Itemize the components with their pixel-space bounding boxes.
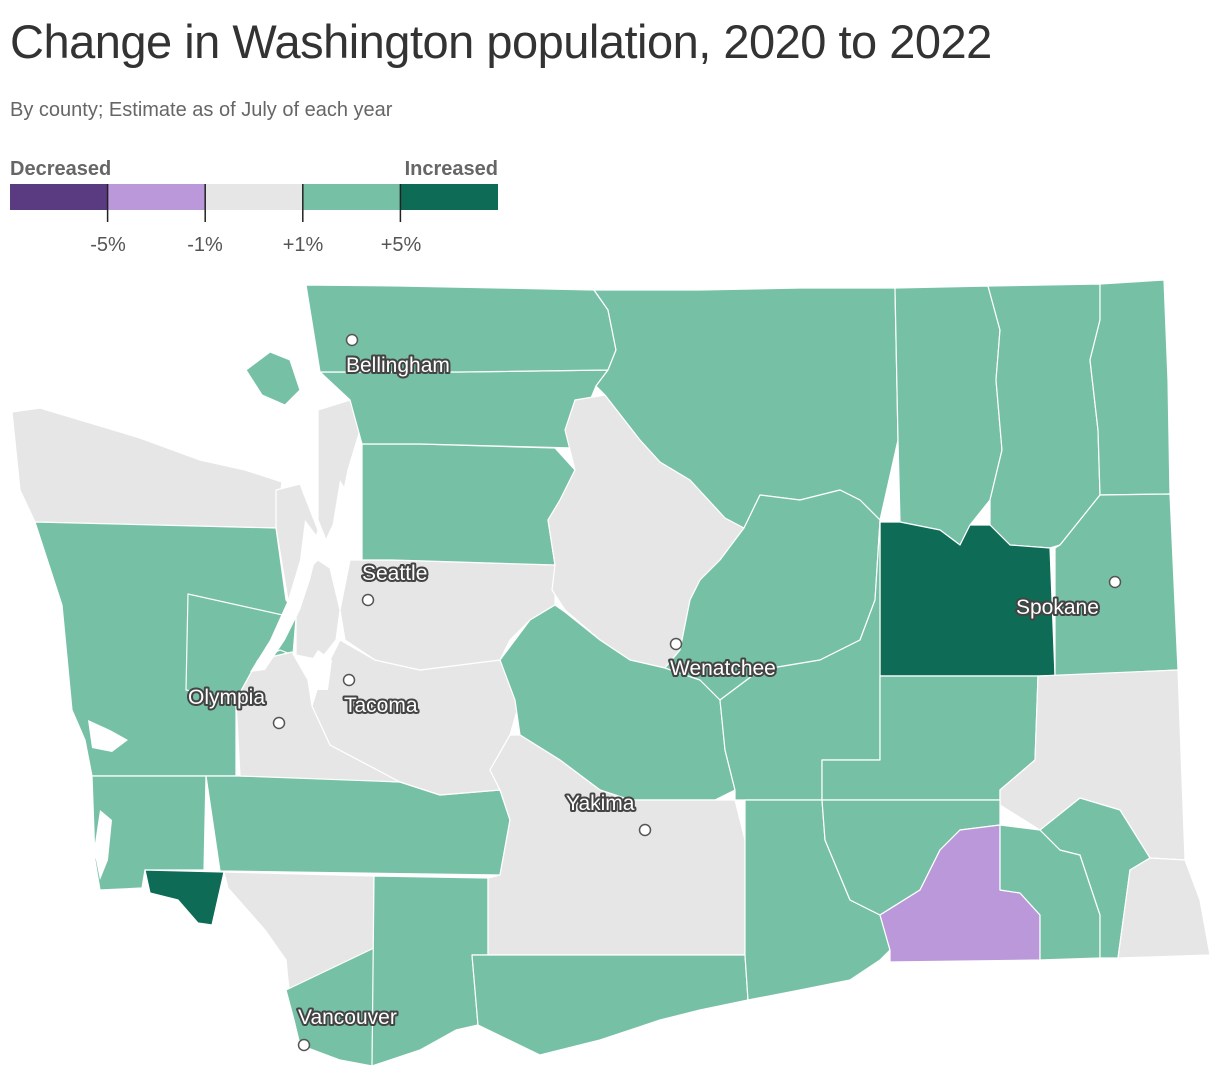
city-label-tacoma: Tacoma: [344, 694, 418, 717]
city-label-yakima: Yakima: [566, 792, 635, 815]
city-label-wenatchee: Wenatchee: [670, 657, 776, 680]
city-marker-bellingham: [345, 333, 359, 347]
legend-high-label: Increased: [404, 158, 498, 180]
county-klickitat: [471, 954, 749, 1056]
page-title: Change in Washington population, 2020 to…: [10, 15, 992, 68]
city-label-vancouver: Vancouver: [298, 1006, 397, 1029]
washington-county-map: Bellingham Seattle Spokane Wenatchee Oly…: [11, 279, 1211, 1067]
city-label-olympia: Olympia: [188, 686, 265, 709]
county-ferry: [894, 285, 1003, 546]
legend-tick-label: -1%: [187, 234, 223, 256]
legend-tick-label: +5%: [380, 234, 422, 256]
city-markers: [272, 333, 1122, 1052]
city-marker-spokane: [1108, 575, 1122, 589]
legend-bin-strong-decrease: [10, 184, 108, 210]
city-marker-wenatchee: [669, 637, 683, 651]
legend-scale: [10, 184, 498, 222]
county-wahkiakum: [144, 869, 225, 926]
legend-bin-decrease: [107, 184, 206, 210]
legend-bin-strong-increase: [400, 184, 498, 210]
county-pacific: [91, 775, 207, 891]
city-label-bellingham: Bellingham: [346, 354, 450, 377]
county-snohomish: [361, 443, 576, 566]
county-stevens: [987, 283, 1101, 549]
legend-tick-label: -5%: [90, 234, 126, 256]
city-marker-vancouver: [297, 1038, 311, 1052]
legend-bin-no-change: [205, 184, 303, 210]
city-marker-yakima: [638, 823, 652, 837]
city-marker-olympia: [272, 716, 286, 730]
county-skagit: [319, 369, 609, 449]
legend-low-label: Decreased: [10, 158, 112, 180]
county-skamania: [371, 875, 489, 1067]
puget-sound-water: [88, 480, 352, 880]
city-label-seattle: Seattle: [362, 562, 427, 585]
legend-bin-increase: [302, 184, 401, 210]
page-subtitle: By county; Estimate as of July of each y…: [10, 99, 393, 121]
city-label-spokane: Spokane: [1016, 596, 1099, 619]
city-marker-tacoma: [342, 673, 356, 687]
county-san-juan: [245, 351, 301, 406]
city-marker-seattle: [361, 593, 375, 607]
county-clallam: [11, 407, 283, 529]
county-pend-oreille: [1089, 279, 1171, 496]
legend-tick-label: +1%: [282, 234, 324, 256]
city-labels: Bellingham Seattle Spokane Wenatchee Oly…: [186, 352, 1101, 1031]
county-asotin: [1117, 857, 1211, 959]
